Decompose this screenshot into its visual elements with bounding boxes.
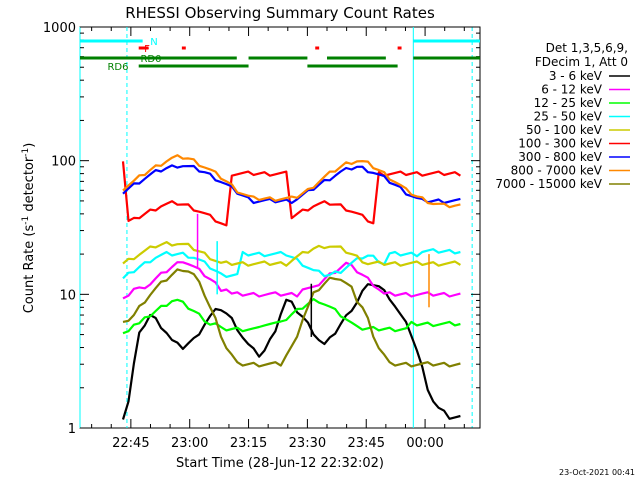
series-line bbox=[122, 268, 461, 368]
legend-entry-label: 800 - 7000 keV bbox=[511, 164, 603, 178]
series-line bbox=[122, 154, 461, 209]
y-axis-label: Count Rate (s-1 detector-1) bbox=[21, 143, 37, 314]
legend-entry-label: 3 - 6 keV bbox=[549, 69, 603, 83]
x-tick-label: 23:15 bbox=[230, 436, 267, 451]
flag-label: N bbox=[150, 37, 157, 48]
legend-header-line: Det 1,3,5,6,9, bbox=[546, 41, 628, 55]
legend-entry-label: 6 - 12 keV bbox=[541, 83, 603, 97]
flag-label: RD6 bbox=[107, 62, 128, 73]
y-tick-label: 1 bbox=[68, 422, 76, 437]
x-tick-label: 23:30 bbox=[289, 436, 326, 451]
series-line bbox=[121, 283, 461, 420]
legend-entry-label: 300 - 800 keV bbox=[518, 150, 602, 164]
flag-label: RD0 bbox=[140, 54, 161, 65]
plot-frame bbox=[79, 26, 481, 429]
x-tick-label: 23:00 bbox=[171, 436, 208, 451]
series-line bbox=[122, 164, 461, 205]
series-line bbox=[122, 241, 461, 267]
x-axis-label: Start Time (28-Jun-12 22:32:02) bbox=[176, 456, 384, 471]
legend-entry-label: 12 - 25 keV bbox=[534, 96, 603, 110]
legend-entry-label: 100 - 300 keV bbox=[518, 137, 602, 151]
y-tick-label: 100 bbox=[51, 155, 76, 170]
y-tick-label: 1000 bbox=[43, 21, 76, 36]
x-tick-label: 22:45 bbox=[112, 436, 149, 451]
legend-entry-label: 25 - 50 keV bbox=[534, 110, 603, 124]
series-line bbox=[122, 298, 461, 335]
series-line bbox=[122, 261, 461, 300]
flag-label: F bbox=[144, 44, 150, 55]
legend-entry-label: 50 - 100 keV bbox=[526, 123, 603, 137]
x-tick-label: 23:45 bbox=[348, 436, 385, 451]
footer-timestamp: 23-Oct-2021 00:41 bbox=[559, 468, 635, 477]
x-tick-label: 00:00 bbox=[406, 436, 443, 451]
legend-entry-label: 7000 - 15000 keV bbox=[495, 177, 602, 191]
legend-header-line: FDecim 1, Att 0 bbox=[535, 55, 628, 69]
series-line bbox=[122, 248, 461, 280]
chart-title: RHESSI Observing Summary Count Rates bbox=[125, 4, 435, 22]
y-tick-label: 10 bbox=[59, 288, 76, 303]
series-line bbox=[121, 161, 461, 227]
